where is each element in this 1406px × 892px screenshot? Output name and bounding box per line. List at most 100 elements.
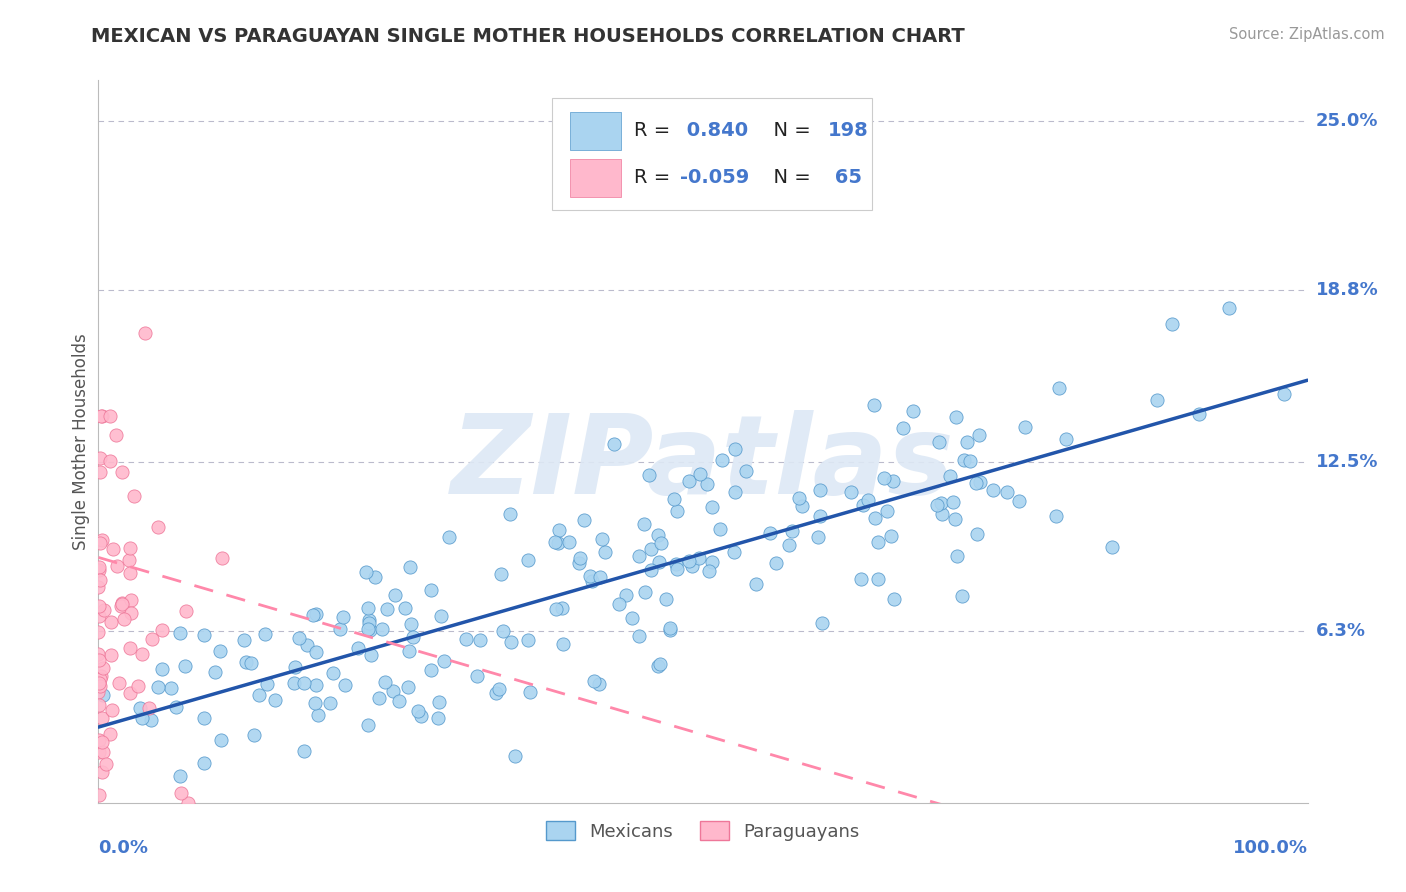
Point: [568, 556, 591, 570]
Point: [193, 756, 215, 770]
Point: [501, 635, 523, 649]
Point: [579, 568, 602, 582]
Point: [139, 714, 162, 728]
Point: [120, 593, 142, 607]
Point: [593, 545, 616, 559]
Point: [131, 711, 153, 725]
Point: [928, 434, 950, 449]
Point: [640, 541, 662, 556]
Point: [485, 686, 508, 700]
Point: [863, 398, 886, 412]
Point: [724, 485, 747, 500]
Point: [243, 728, 266, 742]
Point: [700, 555, 723, 569]
Point: [995, 484, 1018, 499]
Point: [165, 699, 187, 714]
Point: [1008, 494, 1031, 508]
Point: [169, 787, 191, 801]
Point: [105, 559, 128, 574]
Text: ZIPatlas: ZIPatlas: [451, 409, 955, 516]
Point: [942, 495, 965, 509]
Point: [427, 695, 450, 709]
Point: [90, 409, 112, 423]
Point: [658, 622, 681, 636]
Point: [1014, 420, 1036, 434]
Point: [111, 466, 134, 480]
Point: [354, 565, 377, 579]
Point: [176, 604, 198, 618]
Point: [647, 528, 669, 542]
Point: [193, 710, 215, 724]
Point: [430, 608, 453, 623]
Point: [87, 745, 110, 759]
Point: [628, 629, 651, 643]
Point: [333, 678, 356, 692]
Point: [807, 531, 830, 545]
Point: [665, 504, 688, 518]
Point: [89, 672, 111, 686]
Point: [953, 453, 976, 467]
Point: [91, 688, 114, 702]
Point: [127, 679, 149, 693]
Point: [292, 744, 315, 758]
Point: [665, 562, 688, 576]
Point: [519, 685, 541, 699]
Point: [758, 525, 780, 540]
Text: 6.3%: 6.3%: [1316, 622, 1365, 640]
Point: [90, 409, 112, 423]
Point: [235, 656, 257, 670]
Point: [329, 622, 352, 636]
Text: 18.8%: 18.8%: [1316, 281, 1379, 299]
Point: [662, 492, 685, 507]
Point: [87, 733, 110, 747]
Point: [384, 588, 406, 602]
Point: [120, 566, 142, 580]
Point: [650, 536, 672, 550]
Point: [150, 662, 173, 676]
Point: [588, 677, 610, 691]
Point: [87, 599, 110, 613]
Point: [91, 745, 114, 759]
FancyBboxPatch shape: [551, 98, 872, 211]
Point: [91, 533, 114, 547]
Point: [780, 524, 803, 539]
Point: [295, 638, 318, 652]
Point: [118, 686, 141, 700]
Point: [589, 570, 612, 584]
Point: [134, 326, 156, 341]
Point: [640, 563, 662, 577]
Point: [891, 421, 914, 435]
Point: [87, 609, 110, 624]
Point: [551, 637, 574, 651]
Point: [858, 493, 880, 508]
Point: [87, 560, 110, 574]
Point: [581, 574, 603, 588]
Point: [319, 696, 342, 710]
Text: -0.059: -0.059: [681, 169, 749, 187]
Point: [1161, 317, 1184, 331]
Point: [852, 498, 875, 512]
Point: [465, 669, 488, 683]
Point: [399, 617, 422, 632]
Point: [283, 676, 305, 690]
Point: [808, 483, 831, 497]
Point: [87, 698, 110, 712]
Text: 0.840: 0.840: [681, 121, 748, 140]
Point: [607, 597, 630, 611]
Point: [101, 541, 124, 556]
Point: [437, 531, 460, 545]
Point: [120, 606, 142, 620]
Point: [981, 483, 1004, 497]
Point: [381, 683, 404, 698]
Point: [94, 756, 117, 771]
Point: [967, 427, 990, 442]
Point: [360, 648, 382, 663]
Point: [112, 612, 135, 626]
Point: [332, 609, 354, 624]
Bar: [569, 159, 621, 196]
Point: [90, 669, 112, 683]
Point: [849, 573, 872, 587]
Point: [100, 615, 122, 630]
Point: [111, 597, 134, 611]
Point: [420, 663, 443, 677]
